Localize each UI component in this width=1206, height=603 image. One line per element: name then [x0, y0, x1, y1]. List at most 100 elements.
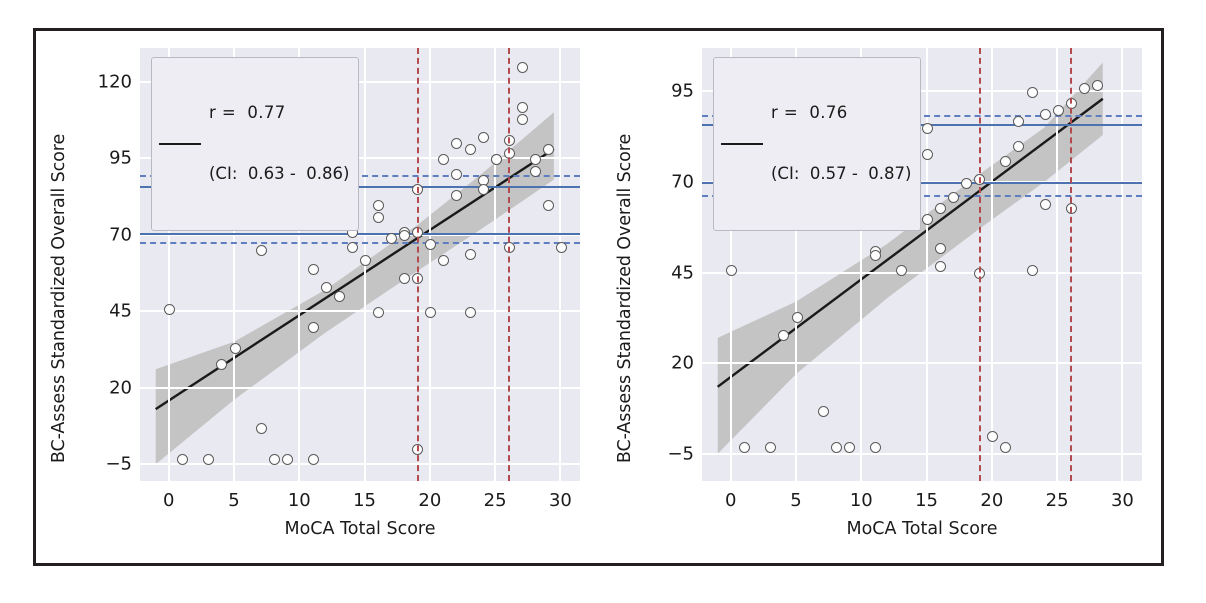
data-point [1026, 86, 1038, 98]
x-axis-tick-label: 25 [483, 490, 507, 511]
data-point [307, 263, 319, 275]
data-point [399, 273, 411, 284]
legend-left: r = 0.77 (CI: 0.63 - 0.86) [151, 57, 360, 231]
data-point [1000, 442, 1012, 454]
gridline-horizontal [702, 452, 1142, 455]
scatter-panel-right: BC-Assess Standardized Overall Score 95 7… [602, 31, 1164, 563]
data-point [464, 306, 476, 318]
data-point [307, 453, 319, 465]
reference-line-horizontal-solid [702, 124, 1142, 127]
gridline-horizontal [140, 463, 580, 466]
data-point [229, 343, 241, 355]
y-axis-tick-label: 20 [671, 352, 694, 374]
x-axis-tick-label: 10 [287, 490, 311, 511]
gridline-horizontal [702, 90, 1142, 93]
data-point [961, 177, 973, 189]
data-point [935, 242, 947, 254]
data-point [1013, 141, 1025, 153]
legend-right: r = 0.76 (CI: 0.57 - 0.87) [713, 57, 922, 231]
reference-line-horizontal-dashed [702, 115, 1142, 118]
data-point [164, 303, 176, 315]
data-point [216, 358, 228, 370]
x-axis-tick-label: 30 [1110, 490, 1134, 511]
data-point [1091, 79, 1103, 91]
reference-line-horizontal-dashed [140, 242, 580, 245]
data-point [255, 422, 267, 434]
data-point [869, 442, 881, 454]
data-point [948, 192, 960, 204]
scatter-panel-left: BC-Assess Standardized Overall Score 120… [36, 31, 602, 563]
data-point [451, 190, 463, 202]
y-axis-tick-label: −5 [667, 443, 694, 465]
data-point [490, 153, 502, 165]
data-point [895, 264, 907, 276]
gridline-horizontal [702, 271, 1142, 274]
data-point [726, 264, 738, 276]
data-point [987, 431, 999, 443]
x-axis-tick-label: 15 [353, 490, 377, 511]
data-point [922, 213, 934, 225]
data-point [464, 144, 476, 156]
data-point [373, 199, 385, 211]
data-point [935, 260, 947, 272]
data-point [373, 306, 385, 318]
gridline-vertical [559, 48, 562, 481]
legend-r-value-right: r = 0.76 [771, 103, 848, 123]
data-point [516, 101, 528, 113]
data-point [935, 202, 947, 214]
data-point [425, 239, 437, 251]
x-axis-tick-label: 30 [548, 490, 572, 511]
data-point [1039, 108, 1051, 120]
data-point [869, 250, 881, 262]
data-point [425, 306, 437, 318]
gridline-vertical [1121, 48, 1124, 481]
data-point [307, 321, 319, 333]
x-axis-label-right: MoCA Total Score [846, 519, 998, 539]
data-point [529, 153, 541, 165]
y-axis-tick-label: 70 [109, 224, 132, 246]
data-point [464, 248, 476, 260]
data-point [451, 168, 463, 180]
data-point [477, 184, 489, 196]
data-point [177, 453, 189, 465]
data-point [1000, 155, 1012, 167]
data-point [1013, 115, 1025, 127]
reference-line-horizontal-dashed [702, 194, 1142, 197]
data-point [281, 453, 293, 465]
gridline-vertical [925, 48, 928, 481]
data-point [1078, 83, 1090, 95]
data-point [373, 211, 385, 223]
data-point [739, 442, 751, 454]
y-axis-tick-label: 70 [671, 171, 694, 193]
gridline-horizontal [140, 157, 580, 160]
y-axis-tick-label: 45 [671, 262, 694, 284]
data-point [765, 442, 777, 454]
gridline-horizontal [140, 80, 580, 83]
gridline-vertical [729, 48, 732, 481]
x-axis-label-left: MoCA Total Score [284, 519, 436, 539]
y-axis-tick-label: −5 [105, 453, 132, 475]
data-point [360, 254, 372, 266]
data-point [347, 242, 358, 254]
data-point [843, 442, 855, 454]
reference-line-horizontal-solid [140, 185, 580, 188]
plot-area-left [140, 48, 580, 481]
legend-line-swatch-left [159, 142, 201, 145]
y-axis-tick-label: 45 [109, 300, 132, 322]
x-axis-tick-label: 25 [1045, 490, 1069, 511]
data-point [529, 165, 541, 177]
gridline-vertical [1056, 48, 1059, 481]
gridline-vertical [990, 48, 993, 481]
data-point [255, 245, 267, 257]
data-point [333, 291, 345, 303]
data-point [451, 138, 463, 150]
data-point [1026, 264, 1038, 276]
gridline-vertical [298, 48, 301, 481]
x-axis-tick-label: 0 [162, 490, 175, 511]
data-point [1039, 199, 1051, 211]
gridline-horizontal [702, 362, 1142, 365]
data-point [516, 61, 528, 73]
data-point [438, 153, 450, 165]
y-axis-tick-label: 95 [671, 80, 694, 102]
x-axis-tick-label: 0 [724, 490, 737, 511]
